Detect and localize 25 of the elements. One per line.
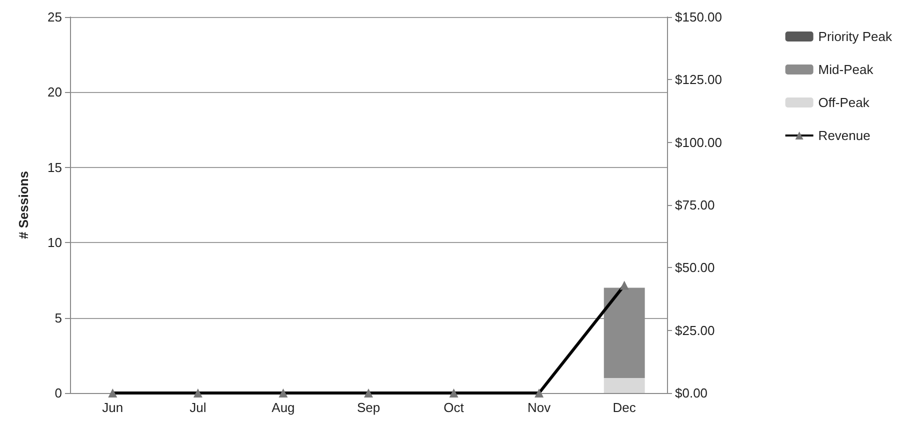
- y-tick-label: 0: [54, 386, 62, 400]
- y2-tick-label: $125.00: [675, 72, 722, 88]
- y-tick-label: 25: [48, 10, 62, 24]
- y-tick-label: 5: [54, 310, 62, 326]
- legend-label: Mid-Peak: [818, 62, 874, 77]
- x-tick-label: Sep: [356, 400, 380, 415]
- x-tick-label: Jun: [102, 400, 124, 415]
- y2-tick-label: $0.00: [675, 386, 708, 400]
- y2-tick-label: $50.00: [675, 260, 715, 276]
- y2-tick-label: $100.00: [675, 134, 722, 150]
- legend-label: Revenue: [818, 128, 870, 143]
- y-tick-label: 10: [48, 235, 62, 250]
- x-tick-label: Jul: [190, 400, 206, 415]
- legend-label: Priority Peak: [818, 29, 892, 44]
- x-tick-label: Oct: [444, 400, 464, 415]
- x-tick-label: Aug: [272, 400, 295, 415]
- y2-tick-label: $150.00: [675, 10, 722, 24]
- y-tick-label: 15: [48, 160, 62, 175]
- y-axis-title: # Sessions: [16, 171, 31, 239]
- y2-tick-label: $75.00: [675, 198, 715, 212]
- legend-label: Off-Peak: [818, 95, 870, 110]
- y-tick-label: 20: [48, 84, 62, 100]
- x-tick-label: Nov: [528, 400, 552, 415]
- y2-tick-label: $25.00: [675, 322, 715, 338]
- x-tick-label: Dec: [612, 400, 636, 415]
